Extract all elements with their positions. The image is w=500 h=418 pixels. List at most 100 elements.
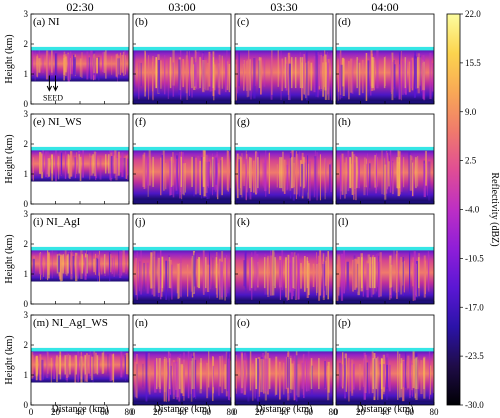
time-label-1: 03:00 (168, 0, 195, 14)
colorbar-tick-label: 9.0 (465, 107, 477, 117)
x-tick-label: 60 (100, 407, 110, 417)
y-tick-label: 0 (24, 199, 29, 209)
y-tick-label: 1 (24, 370, 29, 380)
cloud-top-layer (235, 46, 333, 51)
x-axis-label: Distance (km) (357, 404, 414, 415)
cloud-top-layer (31, 246, 129, 251)
panel-o: 0 20 40 60 80 (o) (233, 314, 339, 417)
cloud-top-layer (133, 246, 231, 251)
colorbar-tick-label: -17.0 (465, 302, 484, 312)
cloud-echo (133, 49, 231, 101)
panel-label: (g) (237, 116, 250, 128)
cloud-top-layer (31, 347, 129, 352)
cloud-echo (133, 249, 231, 301)
colorbar-tick-label: 22.0 (465, 9, 481, 19)
cloud-top-layer (336, 146, 434, 151)
panel-f: (f) (132, 113, 232, 205)
y-axis-label: Height (km) (4, 34, 15, 83)
y-axis-label: Height (km) (4, 234, 15, 283)
panel-label: (d) (338, 16, 351, 28)
colorbar-tick-label: -30.0 (465, 400, 484, 410)
x-tick-label: 20 (153, 407, 163, 417)
y-tick-label: 1 (24, 169, 29, 179)
panel-label: (l) (338, 216, 349, 228)
x-tick-label: 0 (334, 407, 339, 417)
colorbar-tick-label: 15.5 (465, 58, 481, 68)
y-tick-label: 2 (24, 139, 29, 149)
seed-label: SEED (43, 93, 63, 102)
colorbar-tick-label: 2.5 (465, 156, 477, 166)
cloud-top-layer (133, 347, 231, 352)
seed-marker: SEED (43, 75, 63, 102)
cloud-top-layer (235, 347, 333, 352)
panel-e: 0 1 2 3 (e) NI_WS (24, 109, 130, 209)
x-tick-label: 40 (178, 407, 188, 417)
panel-n: 0 20 40 60 80 (n) (131, 314, 237, 417)
cloud-top-layer (336, 46, 434, 51)
x-tick-label: 80 (125, 407, 135, 417)
y-tick-label: 0 (24, 299, 29, 309)
panel-h: (h) (335, 113, 435, 205)
time-label-0: 02:30 (66, 0, 93, 14)
cloud-top-layer (31, 146, 129, 151)
panel-i: 0 1 2 3 (i) NI_AgI (24, 209, 130, 309)
cloud-top-layer (31, 46, 129, 51)
y-axis-label: Height (km) (4, 335, 15, 384)
panel-label: (h) (338, 116, 351, 128)
panel-label: (e) NI_WS (33, 116, 82, 128)
colorbar-label: Reflectivity (dBZ) (489, 172, 500, 246)
x-axis-label: Distance (km) (52, 404, 109, 415)
panel-b: (b) (132, 13, 232, 105)
panel-p: 0 20 40 60 80 (p) (334, 314, 440, 417)
panel-label: (b) (135, 16, 148, 28)
y-tick-label: 2 (24, 340, 29, 350)
y-tick-label: 0 (24, 99, 29, 109)
cloud-echo (235, 350, 333, 402)
colorbar-tick-label: -23.5 (465, 351, 484, 361)
panel-k: (k) (234, 213, 334, 305)
y-tick-label: 3 (24, 109, 29, 119)
panel-m: 0 20 40 60 80 0 1 2 3 (m) NI_AgI_WS (24, 310, 135, 417)
cloud-top-layer (133, 46, 231, 51)
cloud-top-layer (235, 146, 333, 151)
x-tick-label: 0 (29, 407, 34, 417)
x-tick-label: 0 (233, 407, 238, 417)
panel-l: (l) (335, 213, 435, 305)
x-tick-label: 40 (76, 407, 86, 417)
x-tick-label: 20 (255, 407, 265, 417)
cloud-top-layer (133, 146, 231, 151)
cloud-top-layer (336, 347, 434, 352)
x-tick-label: 20 (51, 407, 61, 417)
y-axis-label: Height (km) (4, 134, 15, 183)
panel-d: (d) (335, 13, 435, 105)
panel-g: (g) (234, 113, 334, 205)
x-tick-label: 60 (304, 407, 314, 417)
time-label-2: 03:30 (270, 0, 297, 14)
x-tick-label: 60 (405, 407, 415, 417)
panel-label: (a) NI (33, 16, 60, 28)
panel-label: (o) (237, 317, 250, 329)
x-axis-label: Distance (km) (256, 404, 313, 415)
cloud-echo (31, 350, 129, 383)
y-tick-label: 2 (24, 239, 29, 249)
cloud-top-layer (336, 246, 434, 251)
y-tick-label: 3 (24, 310, 29, 320)
x-tick-label: 80 (227, 407, 237, 417)
x-tick-label: 80 (430, 407, 440, 417)
x-tick-label: 20 (356, 407, 366, 417)
panel-label: (m) NI_AgI_WS (33, 317, 108, 329)
y-tick-label: 1 (24, 269, 29, 279)
y-tick-label: 3 (24, 209, 29, 219)
x-tick-label: 60 (202, 407, 212, 417)
panel-label: (f) (135, 116, 146, 128)
y-tick-label: 0 (24, 400, 29, 410)
panel-label: (p) (338, 317, 351, 329)
y-tick-label: 2 (24, 39, 29, 49)
panel-label: (j) (135, 216, 146, 228)
x-tick-label: 40 (381, 407, 391, 417)
x-tick-label: 80 (329, 407, 339, 417)
panel-label: (n) (135, 317, 148, 329)
panel-label: (c) (237, 16, 250, 28)
panel-c: (c) (234, 13, 334, 105)
